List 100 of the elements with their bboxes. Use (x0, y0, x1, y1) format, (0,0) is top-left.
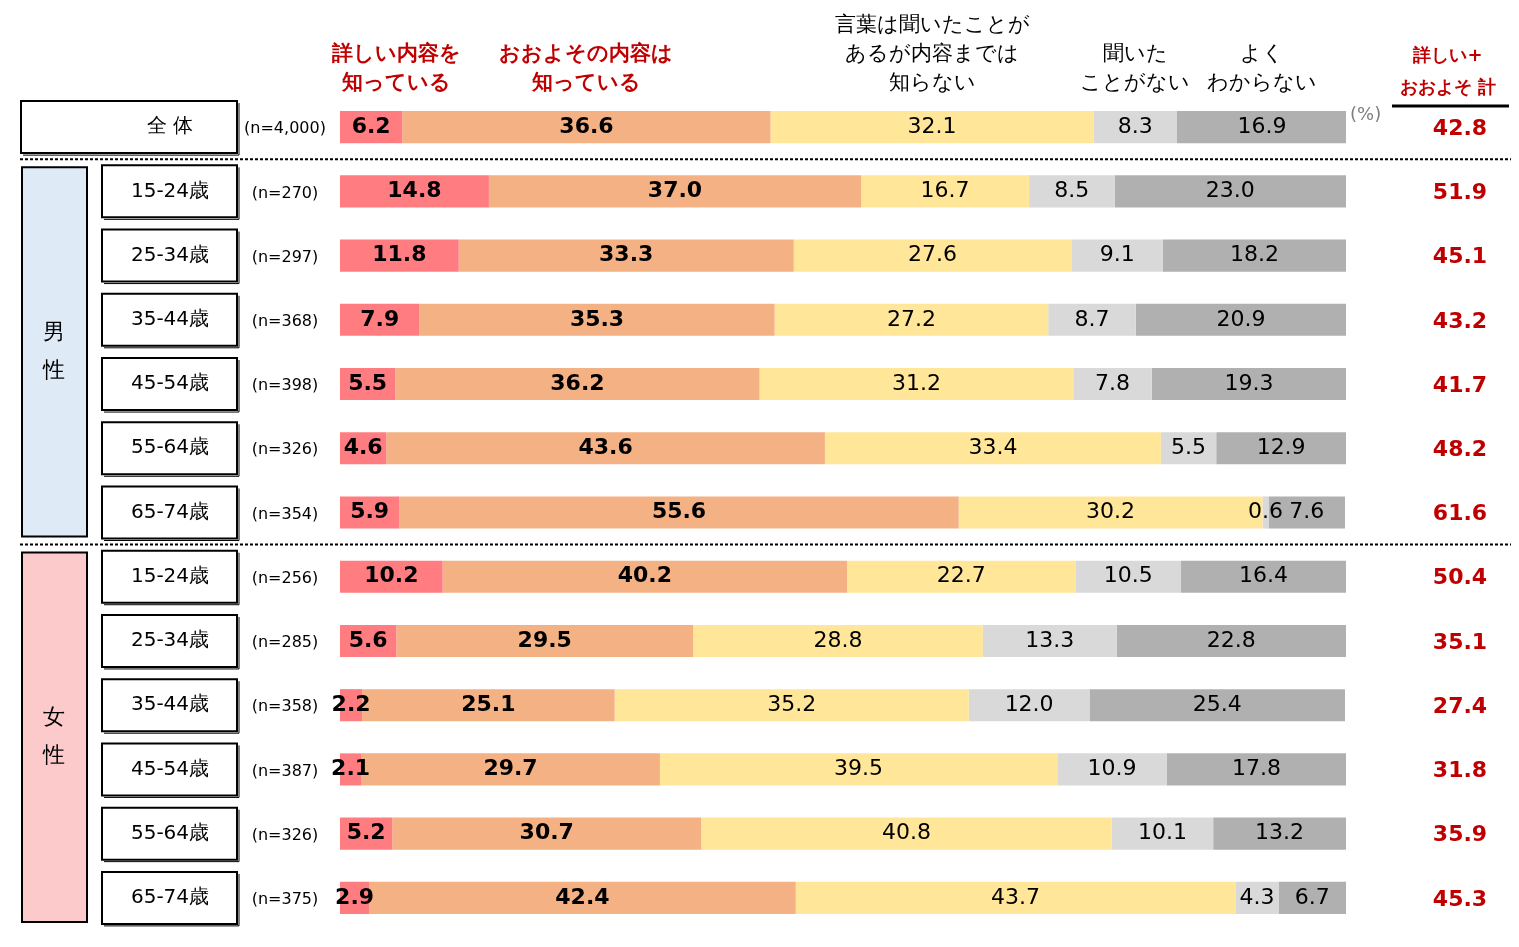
data-label: 10.2 (364, 562, 419, 588)
data-label: 8.5 (1054, 177, 1090, 203)
bar (1135, 303, 1346, 336)
data-label: 12.9 (1256, 433, 1306, 459)
text: (n=375) (251, 889, 319, 909)
y-tick-label: 25-34歳 (130, 627, 210, 652)
text: 45.3 (1432, 885, 1488, 911)
y-tick-label: 15-24歳 (130, 562, 210, 587)
data-label: 28.8 (813, 626, 863, 652)
bar (1151, 367, 1346, 401)
data-label: 13.3 (1025, 626, 1075, 652)
data-label: 18.2 (1229, 241, 1279, 267)
data-label: 7.9 (360, 305, 400, 331)
bar (1114, 175, 1346, 208)
bar (847, 560, 1076, 593)
bar (1089, 689, 1345, 722)
text: (n=354) (251, 503, 319, 523)
bar (402, 111, 771, 144)
data-label: 36.6 (559, 112, 614, 138)
bar (340, 175, 489, 208)
bar (793, 239, 1072, 272)
bar (442, 560, 848, 593)
data-label: 5.5 (1171, 433, 1207, 459)
text: 31.8 (1432, 757, 1488, 783)
data-label: 17.8 (1231, 755, 1281, 781)
text: (n=387) (251, 760, 319, 780)
bar (1093, 111, 1177, 144)
data-label: 37.0 (647, 177, 703, 203)
text: (n=297) (251, 246, 319, 266)
text: (n=326) (251, 824, 319, 844)
data-label: 10.5 (1103, 562, 1153, 588)
text: 詳しい+おおよそ 計 (1399, 43, 1497, 97)
data-label: 10.1 (1137, 819, 1187, 845)
bar (395, 367, 760, 401)
y-tick-label: 35-44歳 (130, 691, 210, 716)
text: 50.4 (1432, 564, 1488, 590)
y-tick-label: 55-64歳 (130, 819, 210, 844)
y-tick-label: 全 体 (146, 113, 194, 138)
data-label: 39.5 (834, 755, 884, 781)
bar (1048, 303, 1136, 336)
bar (795, 881, 1236, 914)
data-label: 35.2 (767, 690, 817, 716)
data-label: 27.2 (886, 305, 936, 331)
bar (693, 624, 983, 658)
data-label: 33.4 (968, 433, 1018, 459)
text: (n=326) (251, 439, 319, 459)
text: 41.7 (1432, 371, 1488, 397)
data-label: 43.6 (578, 433, 633, 459)
bar (396, 624, 694, 658)
bar (968, 689, 1090, 722)
text: (n=4,000) (244, 118, 326, 138)
y-tick-label: 15-24歳 (130, 177, 210, 202)
bar (1075, 560, 1182, 593)
text: 43.2 (1432, 307, 1488, 333)
data-label: 22.8 (1206, 626, 1256, 652)
series-label: 言葉は聞いたことがあるが内容までは知らない (834, 12, 1030, 95)
data-label: 6.2 (351, 112, 391, 138)
data-label: 40.2 (617, 562, 672, 588)
bar (1166, 753, 1346, 786)
bar (701, 817, 1112, 850)
data-label: 4.6 (343, 433, 383, 459)
text: (n=398) (251, 375, 319, 395)
data-label: 2.1 (331, 755, 371, 781)
data-label: 10.9 (1087, 755, 1137, 781)
data-label: 33.3 (599, 241, 654, 267)
text: 女性 (42, 704, 65, 768)
data-label: 20.9 (1216, 305, 1266, 331)
bar (774, 303, 1049, 336)
text: 27.4 (1432, 692, 1488, 718)
series-label: よくわからない (1207, 41, 1317, 95)
bar (1029, 175, 1115, 208)
data-label: 32.1 (907, 112, 957, 138)
bar (1111, 817, 1214, 850)
data-label: 9.1 (1099, 241, 1135, 267)
y-tick-label: 45-54歳 (130, 370, 210, 395)
data-label: 14.8 (387, 177, 442, 203)
bar (1278, 881, 1346, 914)
text: 48.2 (1432, 435, 1488, 461)
data-label: 16.7 (920, 177, 970, 203)
data-label: 16.4 (1239, 562, 1288, 588)
text: 35.1 (1432, 628, 1488, 654)
y-tick-label: 25-34歳 (130, 241, 210, 266)
data-label: 31.2 (891, 369, 941, 395)
bar (419, 303, 775, 336)
bar (1057, 753, 1167, 786)
data-label: 22.7 (936, 562, 986, 588)
bar (1216, 432, 1346, 465)
data-label: 7.8 (1095, 369, 1131, 395)
bar (1213, 817, 1346, 850)
data-label: 8.7 (1074, 305, 1110, 331)
data-label: 5.5 (348, 369, 388, 395)
bar (392, 817, 702, 850)
text: (n=368) (251, 310, 319, 330)
series-label: 詳しい内容を知っている (330, 41, 461, 95)
data-label: 5.2 (346, 819, 386, 845)
text: (%) (1350, 102, 1382, 124)
text: (n=270) (251, 182, 319, 202)
data-label: 29.5 (517, 626, 572, 652)
text: 42.8 (1432, 114, 1488, 140)
bar (1071, 239, 1163, 272)
